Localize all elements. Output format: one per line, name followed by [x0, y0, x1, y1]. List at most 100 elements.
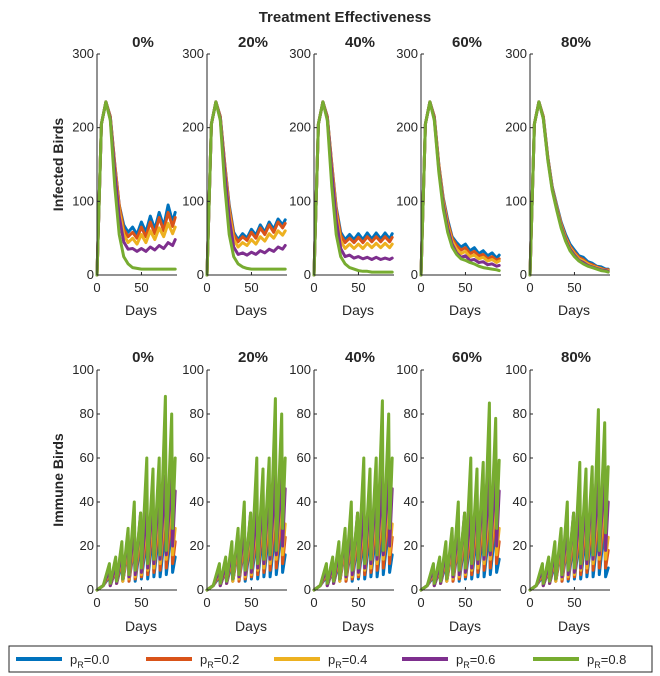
x-tick-label: 0 — [93, 595, 100, 610]
panel-infected-0: 0% 0 100 200 300 0 50 Days — [72, 34, 177, 318]
legend-item-p0: pR=0.0 — [16, 652, 109, 670]
panel-immune-3: 60% 0 20 40 60 80 100 0 50 Days — [396, 349, 501, 634]
x-tick-label: 50 — [244, 280, 258, 295]
legend-item-p4: pR=0.4 — [274, 652, 367, 670]
y-tick-label: 0 — [197, 267, 204, 282]
panel-title: 80% — [561, 34, 591, 51]
panel-infected-2: 40% 0 100 200 300 0 50 Days — [289, 34, 394, 318]
y-tick-label: 100 — [182, 193, 204, 208]
y-tick-label: 100 — [505, 362, 527, 377]
x-axis-label: Days — [125, 618, 157, 634]
y-tick-label: 20 — [513, 538, 527, 553]
y-tick-label: 200 — [505, 120, 527, 135]
legend: pR=0.0 pR=0.2 pR=0.4 pR=0.6 pR=0.8 — [8, 645, 653, 673]
x-tick-label: 50 — [351, 595, 365, 610]
y-tick-label: 200 — [72, 120, 94, 135]
panel-title: 40% — [345, 349, 375, 366]
ylabel-immune: Immune Birds — [50, 433, 66, 527]
panel-immune-0: 0% 0 20 40 60 80 100 0 50 Days — [72, 349, 177, 634]
x-axis-label: Days — [235, 302, 267, 318]
x-tick-label: 0 — [203, 280, 210, 295]
y-tick-label: 40 — [297, 494, 311, 509]
legend-label: pR=0.4 — [328, 652, 367, 670]
series-line-p6 — [205, 100, 287, 277]
series-line-p4 — [312, 100, 394, 277]
x-tick-label: 50 — [567, 280, 581, 295]
series-line-p0 — [205, 100, 287, 277]
x-tick-label: 50 — [458, 280, 472, 295]
series-line-p8 — [312, 100, 394, 277]
x-tick-label: 50 — [244, 595, 258, 610]
y-tick-label: 20 — [297, 538, 311, 553]
x-tick-label: 50 — [458, 595, 472, 610]
y-tick-label: 40 — [80, 494, 94, 509]
panel-immune-1: 20% 0 20 40 60 80 100 0 50 Days — [182, 349, 287, 634]
series-line-p8 — [419, 100, 501, 277]
legend-label: pR=0.0 — [70, 652, 109, 670]
x-tick-label: 0 — [526, 280, 533, 295]
series-line-p8 — [205, 397, 287, 592]
series-line-p8 — [419, 401, 501, 592]
x-tick-label: 0 — [203, 595, 210, 610]
y-tick-label: 40 — [513, 494, 527, 509]
y-tick-label: 0 — [520, 267, 527, 282]
y-tick-label: 80 — [80, 406, 94, 421]
series-line-p2 — [419, 100, 501, 277]
y-tick-label: 60 — [513, 450, 527, 465]
panel-title: 20% — [238, 34, 268, 51]
y-tick-label: 200 — [289, 120, 311, 135]
x-tick-label: 0 — [417, 595, 424, 610]
series-line-p8 — [95, 394, 177, 592]
y-tick-label: 20 — [80, 538, 94, 553]
x-tick-label: 50 — [351, 280, 365, 295]
panel-title: 20% — [238, 349, 268, 366]
x-axis-label: Days — [342, 618, 374, 634]
y-tick-label: 20 — [190, 538, 204, 553]
x-tick-label: 0 — [310, 280, 317, 295]
y-tick-label: 80 — [513, 406, 527, 421]
series-line-p8 — [528, 408, 610, 592]
y-tick-label: 0 — [411, 582, 418, 597]
y-tick-label: 60 — [404, 450, 418, 465]
x-tick-label: 50 — [134, 595, 148, 610]
panel-immune-2: 40% 0 20 40 60 80 100 0 50 Days — [289, 349, 394, 634]
x-tick-label: 0 — [93, 280, 100, 295]
panel-title: 60% — [452, 349, 482, 366]
y-tick-label: 200 — [396, 120, 418, 135]
y-tick-label: 0 — [411, 267, 418, 282]
row-infected: Infected Birds 0% 0 100 200 300 0 50 Days 20% 0 100… — [50, 34, 610, 318]
x-axis-label: Days — [558, 618, 590, 634]
y-tick-label: 300 — [289, 46, 311, 61]
y-tick-label: 40 — [190, 494, 204, 509]
y-tick-label: 0 — [304, 582, 311, 597]
x-axis-label: Days — [342, 302, 374, 318]
y-tick-label: 100 — [396, 193, 418, 208]
y-tick-label: 100 — [72, 193, 94, 208]
x-tick-label: 0 — [310, 595, 317, 610]
series-line-p2 — [205, 100, 287, 277]
legend-item-p6: pR=0.6 — [402, 652, 495, 670]
y-tick-label: 80 — [297, 406, 311, 421]
x-tick-label: 0 — [526, 595, 533, 610]
y-tick-label: 20 — [404, 538, 418, 553]
panel-immune-4: 80% 0 20 40 60 80 100 0 50 Days — [505, 349, 610, 634]
legend-label: pR=0.2 — [200, 652, 239, 670]
legend-label: pR=0.6 — [456, 652, 495, 670]
panel-infected-4: 80% 0 100 200 300 0 50 Days — [505, 34, 610, 318]
y-tick-label: 60 — [190, 450, 204, 465]
series-line-p8 — [95, 100, 177, 277]
y-tick-label: 100 — [289, 193, 311, 208]
y-tick-label: 80 — [190, 406, 204, 421]
series-line-p4 — [205, 100, 287, 277]
panel-title: 60% — [452, 34, 482, 51]
x-tick-label: 50 — [567, 595, 581, 610]
x-axis-label: Days — [125, 302, 157, 318]
x-tick-label: 0 — [417, 280, 424, 295]
y-tick-label: 100 — [182, 362, 204, 377]
y-tick-label: 40 — [404, 494, 418, 509]
y-tick-label: 0 — [87, 582, 94, 597]
y-tick-label: 0 — [304, 267, 311, 282]
y-tick-label: 60 — [297, 450, 311, 465]
x-axis-label: Days — [235, 618, 267, 634]
